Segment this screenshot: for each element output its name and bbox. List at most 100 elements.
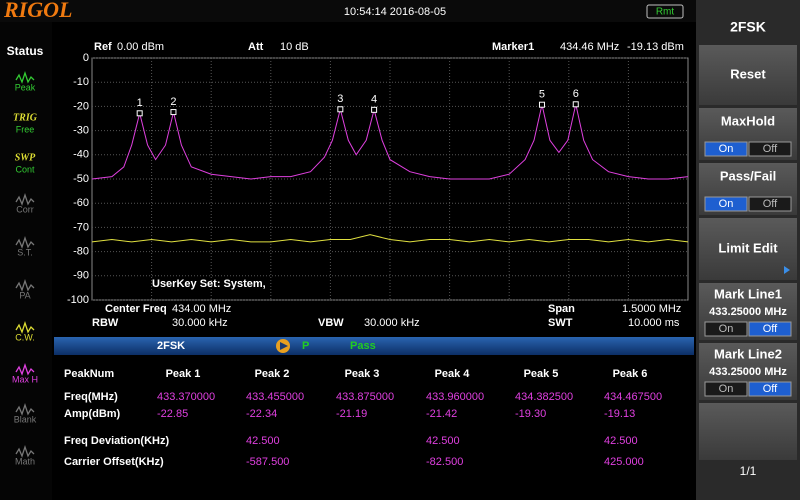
status-icon (15, 444, 35, 458)
menu-button[interactable] (699, 45, 797, 105)
status-label: S.T. (17, 247, 33, 257)
column-header: Peak 5 (524, 368, 559, 380)
toggle-on[interactable] (704, 141, 748, 157)
column-header: PeakNum (64, 368, 114, 380)
status-icon (15, 235, 35, 249)
menu-blank (699, 403, 797, 460)
span-label: Span (548, 303, 575, 315)
toggle-off-label: Off (763, 383, 778, 395)
status-icon (15, 362, 35, 376)
status-icon (15, 192, 35, 206)
peak-marker-label: 5 (539, 89, 545, 101)
cell: 433.960000 (426, 391, 484, 403)
y-tick-label: -70 (73, 221, 89, 233)
peak-marker (337, 106, 344, 113)
peak-marker (572, 101, 579, 108)
menu-button-label: Mark Line2 (714, 346, 782, 361)
cell: 434.467500 (604, 391, 662, 403)
status-label: Peak (15, 82, 36, 92)
center-freq-value: 434.00 MHz (172, 303, 231, 315)
play-arrow (280, 342, 288, 350)
toggle-on-label: On (719, 198, 734, 210)
toggle-on-label: On (719, 143, 734, 155)
toggle-on-label: On (719, 323, 734, 335)
menu-button[interactable] (699, 218, 797, 280)
cell: -19.13 (604, 408, 635, 420)
status-icon (15, 320, 35, 334)
column-header: Peak 1 (166, 368, 201, 380)
result-p: P (302, 340, 309, 352)
toggle-on[interactable] (704, 381, 748, 397)
toggle-off-label: Off (763, 198, 778, 210)
status-label: Corr (16, 204, 34, 214)
peak-marker-label: 4 (371, 94, 377, 106)
column-header: Peak 4 (435, 368, 471, 380)
swt-label: SWT (548, 317, 573, 329)
marker-amp: -19.13 dBm (627, 41, 684, 53)
peak-marker (538, 101, 545, 108)
y-tick-label: 0 (83, 52, 89, 64)
status-title: Status (7, 44, 44, 58)
peak-marker (136, 110, 143, 117)
status-label: Math (15, 456, 35, 466)
status-label: Free (16, 124, 35, 134)
menu-page: 1/1 (740, 464, 757, 478)
status-icon (15, 402, 35, 416)
y-tick-label: -20 (73, 100, 89, 112)
status-icon (15, 70, 35, 84)
center-freq-label: Center Freq (105, 303, 167, 315)
cell: -22.34 (246, 408, 277, 420)
toggle-off[interactable] (748, 381, 792, 397)
submenu-arrow (784, 266, 790, 274)
menu-button-label: Limit Edit (718, 240, 778, 255)
cell: -82.500 (426, 456, 463, 468)
span-value: 1.5000 MHz (622, 303, 681, 315)
spectrum-plot: 0 -10 -20 -30 -40 -50 -60 -70 -80 -90 -100 1 2 3 4 5 6 (67, 52, 689, 306)
cell: -587.500 (246, 456, 289, 468)
y-tick-label: -90 (73, 270, 89, 282)
logo: RIGOL (3, 0, 72, 22)
menu-button-label: Pass/Fail (720, 168, 776, 183)
y-tick-label: -60 (73, 197, 89, 209)
result-mode: 2FSK (157, 340, 185, 352)
peak-table: PeakNum Peak 1 Peak 2 Peak 3 Peak 4 Peak 5 Pea… (64, 368, 662, 468)
peak-marker-label: 6 (573, 88, 579, 100)
status-label: Max H (12, 374, 38, 384)
toggle-off-label: Off (763, 323, 778, 335)
peak-marker-label: 2 (170, 96, 176, 108)
toggle-on[interactable] (704, 321, 748, 337)
remote-box (646, 4, 684, 19)
att-label: Att (248, 41, 264, 53)
rbw-value: 30.000 kHz (172, 317, 228, 329)
toggle-off[interactable] (748, 141, 792, 157)
column-header: Peak 2 (255, 368, 290, 380)
vbw-label: VBW (318, 317, 344, 329)
cell: 42.500 (426, 435, 460, 447)
peak-marker (170, 109, 177, 116)
row-label: Amp(dBm) (64, 408, 121, 420)
cell: -21.19 (336, 408, 367, 420)
peak-marker-label: 1 (137, 97, 143, 109)
y-tick-label: -100 (67, 294, 89, 306)
y-tick-label: -80 (73, 246, 89, 258)
cell: 433.455000 (246, 391, 304, 403)
status-label: PA (19, 290, 30, 300)
result-bar (54, 337, 694, 355)
status-tag: SWP (15, 152, 36, 163)
trace (91, 234, 689, 243)
toggle-off[interactable] (748, 196, 792, 212)
y-tick-label: -40 (73, 149, 89, 161)
ref-label: Ref (94, 41, 112, 53)
peak-marker-label: 3 (337, 93, 343, 105)
cell: 425.000 (604, 456, 644, 468)
toggle-off[interactable] (748, 321, 792, 337)
menu-buttons: Reset MaxHold On Off Pass/Fail On Off Limit Edi… (699, 45, 797, 400)
marker-label: Marker1 (492, 41, 534, 53)
menu-button-label: MaxHold (721, 113, 775, 128)
remote: Rmt (656, 7, 675, 18)
menu-title: 2FSK (730, 19, 766, 35)
status-label: Cont (15, 164, 35, 174)
toggle-on[interactable] (704, 196, 748, 212)
